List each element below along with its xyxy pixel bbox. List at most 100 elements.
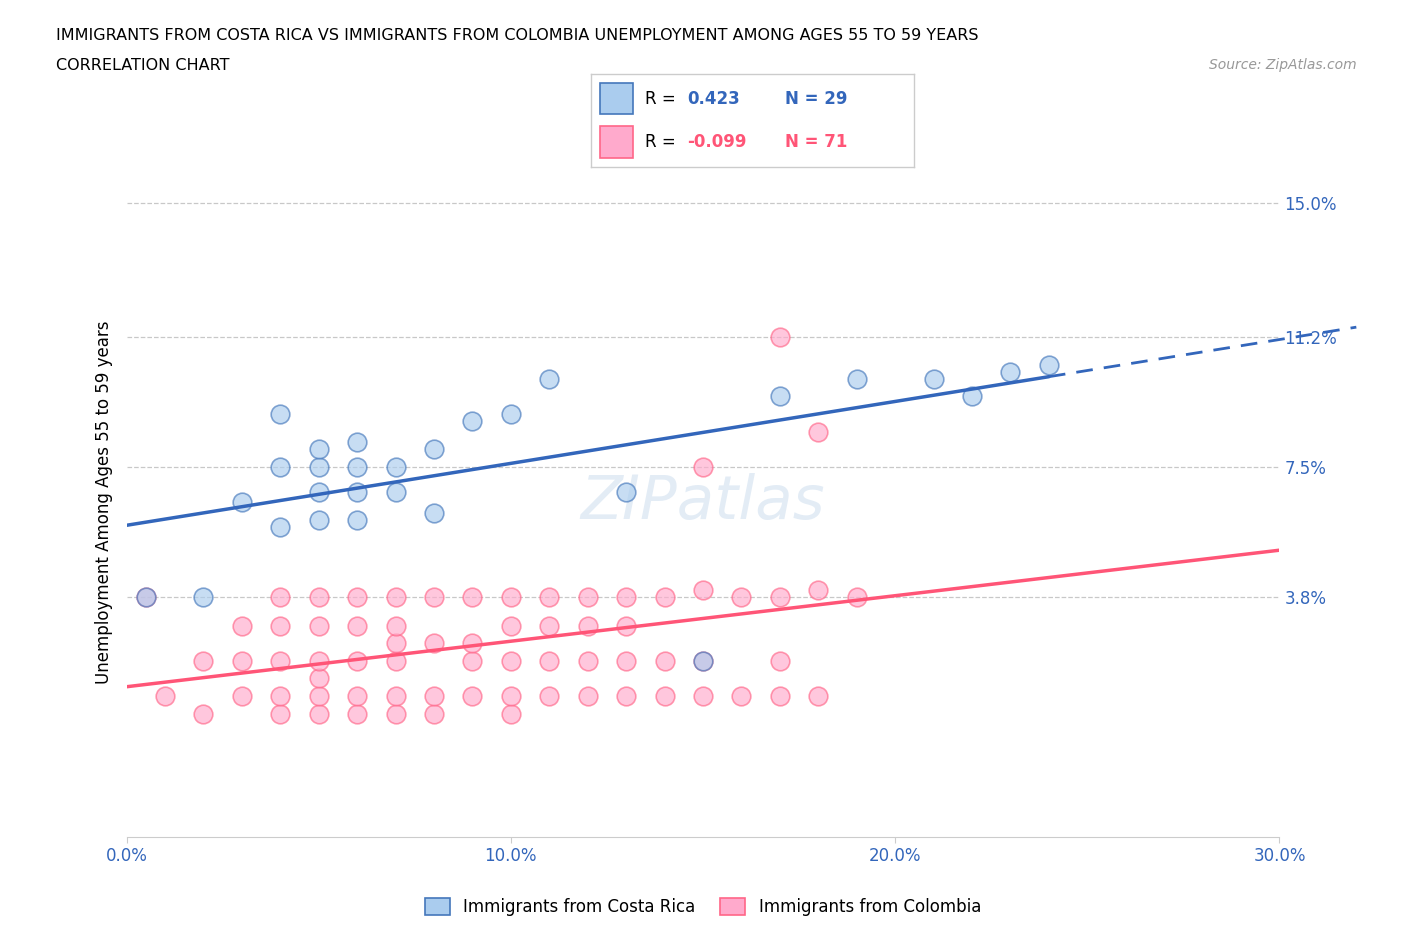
Point <box>269 618 291 633</box>
Point <box>423 706 446 721</box>
Point <box>1000 365 1022 379</box>
Text: Source: ZipAtlas.com: Source: ZipAtlas.com <box>1209 58 1357 72</box>
Point <box>231 495 253 510</box>
Point <box>384 706 406 721</box>
Point <box>692 688 714 703</box>
Point <box>769 329 792 344</box>
Point <box>614 654 637 669</box>
Point <box>654 654 676 669</box>
Point <box>769 389 792 404</box>
Point <box>193 706 215 721</box>
Point <box>423 590 446 604</box>
Text: ZIPatlas: ZIPatlas <box>581 472 825 532</box>
Point <box>308 671 330 685</box>
Point <box>384 618 406 633</box>
Point <box>461 654 484 669</box>
Point <box>730 590 752 604</box>
Text: 0.423: 0.423 <box>688 89 741 108</box>
Point <box>423 636 446 651</box>
Point <box>308 485 330 499</box>
Point <box>384 459 406 474</box>
Point <box>346 706 368 721</box>
Point <box>576 688 599 703</box>
Point <box>269 706 291 721</box>
Point <box>269 406 291 421</box>
FancyBboxPatch shape <box>600 83 633 114</box>
Point <box>538 371 561 386</box>
Text: CORRELATION CHART: CORRELATION CHART <box>56 58 229 73</box>
Point <box>231 618 253 633</box>
Point <box>692 583 714 598</box>
Point <box>346 435 368 450</box>
Point <box>807 688 830 703</box>
Point <box>692 459 714 474</box>
Point <box>807 424 830 439</box>
Y-axis label: Unemployment Among Ages 55 to 59 years: Unemployment Among Ages 55 to 59 years <box>94 321 112 684</box>
Point <box>692 654 714 669</box>
Point <box>308 459 330 474</box>
Point <box>576 618 599 633</box>
Point <box>423 505 446 520</box>
Legend: Immigrants from Costa Rica, Immigrants from Colombia: Immigrants from Costa Rica, Immigrants f… <box>418 891 988 923</box>
Point <box>960 389 983 404</box>
Point <box>384 590 406 604</box>
Point <box>135 590 157 604</box>
Point <box>692 654 714 669</box>
Point <box>346 688 368 703</box>
Point <box>269 688 291 703</box>
Point <box>769 688 792 703</box>
Text: -0.099: -0.099 <box>688 133 747 152</box>
Point <box>384 654 406 669</box>
Point <box>384 688 406 703</box>
Point <box>308 512 330 527</box>
Point <box>346 618 368 633</box>
Point <box>576 654 599 669</box>
Point <box>461 590 484 604</box>
Point <box>308 590 330 604</box>
Point <box>269 590 291 604</box>
Point <box>423 688 446 703</box>
Point <box>308 442 330 457</box>
Point <box>499 688 522 703</box>
Point <box>423 442 446 457</box>
Point <box>346 512 368 527</box>
Text: N = 29: N = 29 <box>785 89 846 108</box>
Text: R =: R = <box>645 89 676 108</box>
Point <box>499 590 522 604</box>
Point <box>346 654 368 669</box>
Point <box>845 371 868 386</box>
Point <box>538 654 561 669</box>
Point <box>730 688 752 703</box>
Point <box>922 371 945 386</box>
Point <box>499 706 522 721</box>
Point <box>499 406 522 421</box>
Point <box>269 654 291 669</box>
Point <box>269 459 291 474</box>
Point <box>538 688 561 703</box>
Point <box>269 520 291 535</box>
Point <box>346 459 368 474</box>
Point <box>461 636 484 651</box>
Point <box>308 688 330 703</box>
Point <box>614 618 637 633</box>
Text: N = 71: N = 71 <box>785 133 846 152</box>
Point <box>308 618 330 633</box>
Point <box>807 583 830 598</box>
Point <box>654 688 676 703</box>
Point <box>193 590 215 604</box>
Point <box>1038 357 1060 372</box>
Point <box>193 654 215 669</box>
Point <box>384 485 406 499</box>
Point <box>308 706 330 721</box>
Point <box>499 618 522 633</box>
Point <box>614 590 637 604</box>
Point <box>845 590 868 604</box>
Point <box>576 590 599 604</box>
Point <box>499 654 522 669</box>
Point <box>538 618 561 633</box>
Point <box>461 688 484 703</box>
Point <box>461 414 484 429</box>
Point <box>614 688 637 703</box>
Point <box>153 688 176 703</box>
Point <box>614 485 637 499</box>
